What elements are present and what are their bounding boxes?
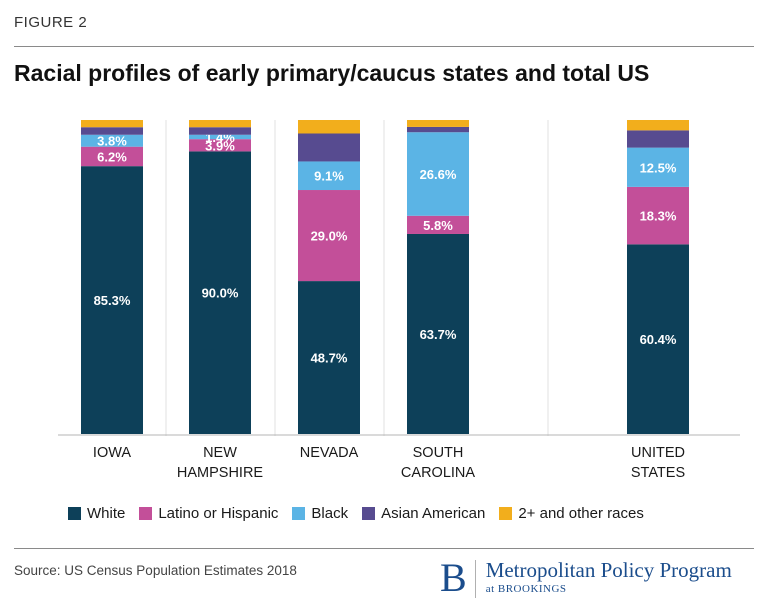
bar-asian-0 — [81, 127, 143, 135]
legend-item-asian: Asian American — [362, 505, 485, 522]
legend-label-latino: Latino or Hispanic — [158, 505, 279, 522]
bar-asian-2 — [298, 133, 360, 162]
logo-subtitle: at BROOKINGS — [485, 583, 567, 595]
data-label-white-1: 90.0% — [202, 286, 239, 301]
bar-latino-0 — [81, 146, 143, 167]
data-label-latino-2: 29.0% — [311, 229, 348, 244]
legend-item-latino: Latino or Hispanic — [139, 505, 278, 522]
legend-item-other: 2+ and other races — [499, 505, 644, 522]
data-label-latino-3: 5.8% — [423, 218, 453, 233]
brookings-b-mark: B — [440, 555, 467, 600]
chart-title: Racial profiles of early primary/caucus … — [14, 60, 650, 86]
bar-other-4 — [627, 120, 689, 131]
legend-swatch-other — [499, 507, 513, 520]
category-label-2-0: NEVADA — [300, 445, 359, 461]
stacked-bar-chart: 85.3%6.2%3.8%IOWA90.0%3.9%1.4%NEWHAMPSHI… — [58, 120, 740, 481]
data-label-white-4: 60.4% — [640, 332, 677, 347]
bar-latino-1 — [189, 139, 251, 152]
category-label-1-1: HAMPSHIRE — [177, 465, 264, 481]
bar-other-1 — [189, 120, 251, 128]
legend-swatch-white — [68, 507, 81, 520]
data-label-white-3: 63.7% — [420, 327, 457, 342]
bar-asian-1 — [189, 127, 251, 135]
legend-label-other: 2+ and other races — [518, 505, 644, 522]
bar-asian-4 — [627, 130, 689, 148]
bar-asian-3 — [407, 126, 469, 133]
bar-white-3 — [407, 233, 469, 434]
bar-latino-4 — [627, 186, 689, 245]
data-label-latino-1: 3.9% — [205, 138, 235, 153]
legend-swatch-black — [292, 507, 306, 520]
chart-legend: White Latino or Hispanic Black Asian Americ… — [68, 505, 658, 522]
data-label-latino-0: 6.2% — [97, 149, 127, 164]
category-label-1-0: NEW — [203, 445, 237, 461]
legend-swatch-asian — [362, 507, 376, 520]
bar-black-3 — [407, 132, 469, 216]
data-label-black-3: 26.6% — [420, 167, 457, 182]
legend-label-asian: Asian American — [381, 505, 486, 522]
bar-black-2 — [298, 161, 360, 191]
bar-black-4 — [627, 147, 689, 187]
logo-divider — [474, 560, 476, 598]
bar-other-3 — [407, 120, 469, 127]
data-label-white-2: 48.7% — [311, 351, 348, 366]
data-label-black-4: 12.5% — [640, 160, 677, 175]
data-label-white-0: 85.3% — [94, 293, 131, 308]
bar-other-2 — [298, 120, 360, 134]
bar-latino-3 — [407, 215, 469, 234]
bar-white-0 — [81, 166, 143, 434]
category-label-3-1: CAROLINA — [401, 465, 475, 481]
bar-latino-2 — [298, 190, 360, 282]
logo-program-name: Metropolitan Policy Program — [485, 558, 732, 582]
category-label-3-0: SOUTH — [413, 445, 464, 461]
data-label-black-2: 9.1% — [314, 169, 344, 184]
category-label-0-0: IOWA — [93, 445, 131, 461]
bar-white-1 — [189, 151, 251, 434]
bar-white-4 — [627, 244, 689, 434]
legend-item-white: White — [68, 505, 125, 522]
data-label-latino-4: 18.3% — [640, 209, 677, 224]
figure-label: FIGURE 2 — [14, 14, 88, 31]
bar-black-1 — [189, 134, 251, 140]
source-note: Source: US Census Population Estimates 2… — [14, 563, 297, 578]
category-label-4-1: STATES — [631, 465, 685, 481]
brookings-logo: B Metropolitan Policy Program at BROOKIN… — [440, 558, 732, 598]
logo-text: Metropolitan Policy Program at BROOKINGS — [486, 558, 732, 596]
bar-black-0 — [81, 134, 143, 147]
bottom-divider — [14, 548, 754, 549]
bar-other-0 — [81, 120, 143, 128]
bar-white-2 — [298, 281, 360, 434]
category-label-4-0: UNITED — [631, 445, 685, 461]
legend-label-white: White — [87, 505, 126, 522]
data-label-black-0: 3.8% — [97, 134, 127, 149]
top-divider — [14, 46, 754, 47]
legend-label-black: Black — [311, 505, 349, 522]
legend-item-black: Black — [292, 505, 348, 522]
legend-swatch-latino — [139, 507, 153, 520]
